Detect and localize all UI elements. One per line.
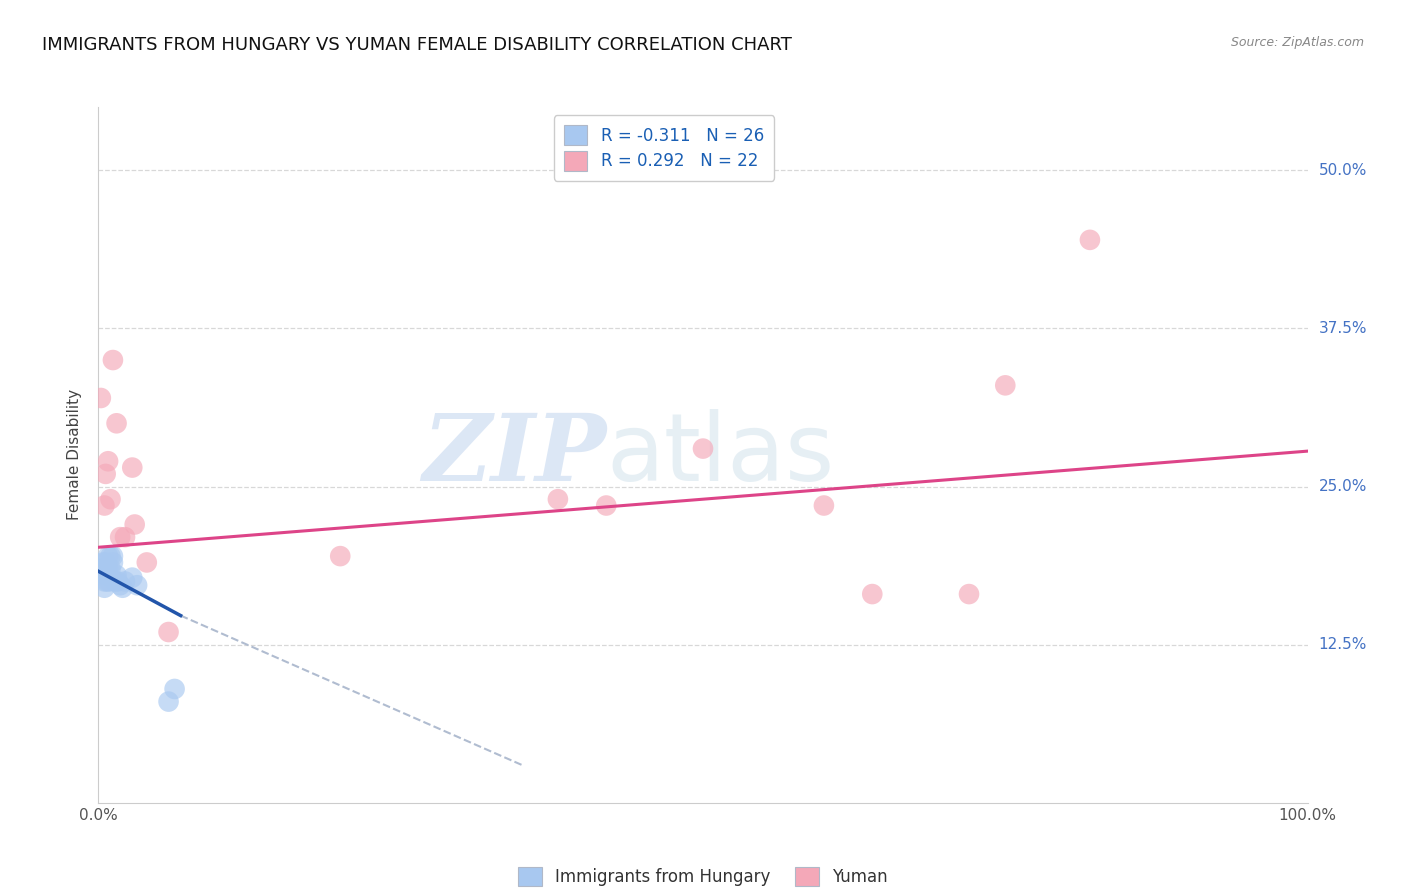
Text: Source: ZipAtlas.com: Source: ZipAtlas.com [1230, 36, 1364, 49]
Point [957, 587, 980, 601]
Point [93, 574, 115, 589]
Point [163, 681, 186, 696]
Point [101, 353, 124, 368]
Point [121, 571, 143, 585]
Text: atlas: atlas [606, 409, 835, 501]
Point [91, 562, 114, 576]
Point [98, 574, 121, 589]
Point [108, 578, 131, 592]
Point [93, 499, 115, 513]
Point [108, 530, 131, 544]
Text: 25.0%: 25.0% [1319, 479, 1367, 494]
Point [94, 556, 117, 570]
Point [104, 574, 127, 589]
Point [127, 578, 149, 592]
Point [93, 562, 115, 576]
Point [101, 556, 124, 570]
Point [329, 549, 352, 563]
Point [860, 587, 883, 601]
Point [94, 467, 117, 481]
Text: 37.5%: 37.5% [1319, 321, 1367, 336]
Point [105, 417, 128, 431]
Y-axis label: Female Disability: Female Disability [67, 389, 83, 521]
Point [813, 499, 835, 513]
Point [97, 549, 120, 563]
Point [595, 499, 617, 513]
Point [96, 562, 118, 576]
Point [93, 581, 115, 595]
Point [94, 568, 117, 582]
Point [121, 460, 143, 475]
Point [100, 549, 122, 563]
Point [91, 556, 114, 570]
Point [111, 581, 134, 595]
Text: 12.5%: 12.5% [1319, 637, 1367, 652]
Point [114, 530, 136, 544]
Point [692, 442, 714, 456]
Point [124, 517, 146, 532]
Point [90, 391, 112, 405]
Point [96, 574, 118, 589]
Point [157, 695, 180, 709]
Legend: Immigrants from Hungary, Yuman: Immigrants from Hungary, Yuman [512, 860, 894, 892]
Point [100, 492, 122, 507]
Text: ZIP: ZIP [422, 410, 606, 500]
Point [994, 378, 1017, 392]
Point [107, 574, 129, 589]
Point [97, 562, 120, 576]
Point [101, 549, 124, 563]
Point [135, 556, 157, 570]
Text: 50.0%: 50.0% [1319, 163, 1367, 178]
Point [97, 454, 120, 468]
Text: IMMIGRANTS FROM HUNGARY VS YUMAN FEMALE DISABILITY CORRELATION CHART: IMMIGRANTS FROM HUNGARY VS YUMAN FEMALE … [42, 36, 792, 54]
Point [114, 574, 136, 589]
Point [1078, 233, 1101, 247]
Point [100, 562, 122, 576]
Point [157, 625, 180, 640]
Point [547, 492, 569, 507]
Point [105, 568, 128, 582]
